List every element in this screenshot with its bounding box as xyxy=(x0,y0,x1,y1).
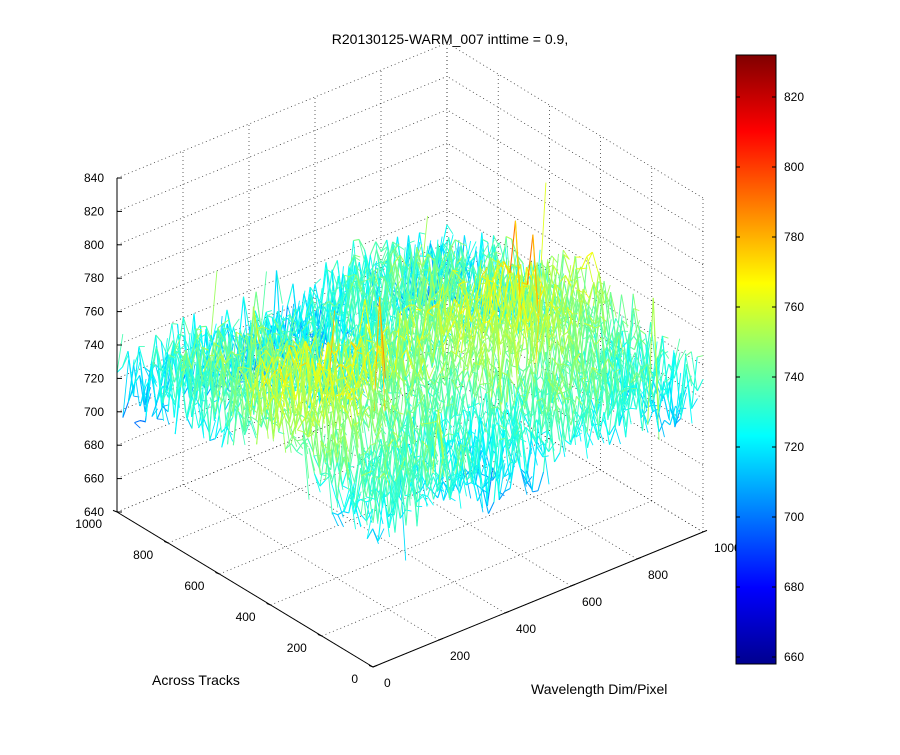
surface-segment xyxy=(480,384,486,385)
surface-segment xyxy=(250,420,256,438)
surface-segment xyxy=(408,300,414,301)
surface-segment xyxy=(455,240,461,243)
surface-segment xyxy=(355,508,361,526)
surface-segment xyxy=(303,432,309,500)
surface-mesh xyxy=(117,183,703,561)
surface-segment xyxy=(360,454,366,456)
surface-segment xyxy=(315,279,321,284)
surface-segment xyxy=(426,423,432,424)
surface-segment xyxy=(320,473,326,474)
surface-segment xyxy=(359,239,365,249)
surface-segment xyxy=(552,256,558,263)
surface-segment xyxy=(592,252,598,272)
surface-segment xyxy=(370,242,376,255)
grid-line xyxy=(117,110,447,245)
surface-segment xyxy=(297,430,303,432)
grid-line xyxy=(183,485,439,640)
surface-segment xyxy=(596,337,602,344)
surface-segment xyxy=(588,282,594,306)
surface-segment xyxy=(288,284,294,306)
surface-segment xyxy=(634,309,640,311)
surface-segment xyxy=(267,313,273,316)
surface-segment xyxy=(663,336,669,338)
surface-segment xyxy=(140,421,146,422)
grid-line xyxy=(447,76,703,231)
surface-segment xyxy=(117,334,123,372)
surface-segment xyxy=(233,319,239,327)
surface-segment xyxy=(134,352,140,366)
surface-segment xyxy=(174,353,180,354)
surface-segment xyxy=(447,225,453,234)
grid-line xyxy=(447,43,703,198)
grid-line xyxy=(117,43,447,178)
grid-line xyxy=(117,76,447,211)
surface-segment xyxy=(297,422,303,431)
surface-segment xyxy=(297,440,303,441)
surface-segment xyxy=(297,451,303,455)
surface-segment xyxy=(315,474,321,486)
surface-segment xyxy=(342,486,348,489)
surface-segment xyxy=(587,256,593,282)
surface-segment xyxy=(134,421,140,423)
surface-segment xyxy=(506,237,512,240)
surface-segment xyxy=(266,311,272,313)
surface-segment xyxy=(123,351,129,367)
surface-segment xyxy=(134,423,140,428)
surface-segment xyxy=(420,256,426,257)
surface-segment xyxy=(483,243,489,253)
surface-segment xyxy=(420,233,426,234)
surface-segment xyxy=(354,239,360,240)
surface-segment xyxy=(421,424,427,425)
